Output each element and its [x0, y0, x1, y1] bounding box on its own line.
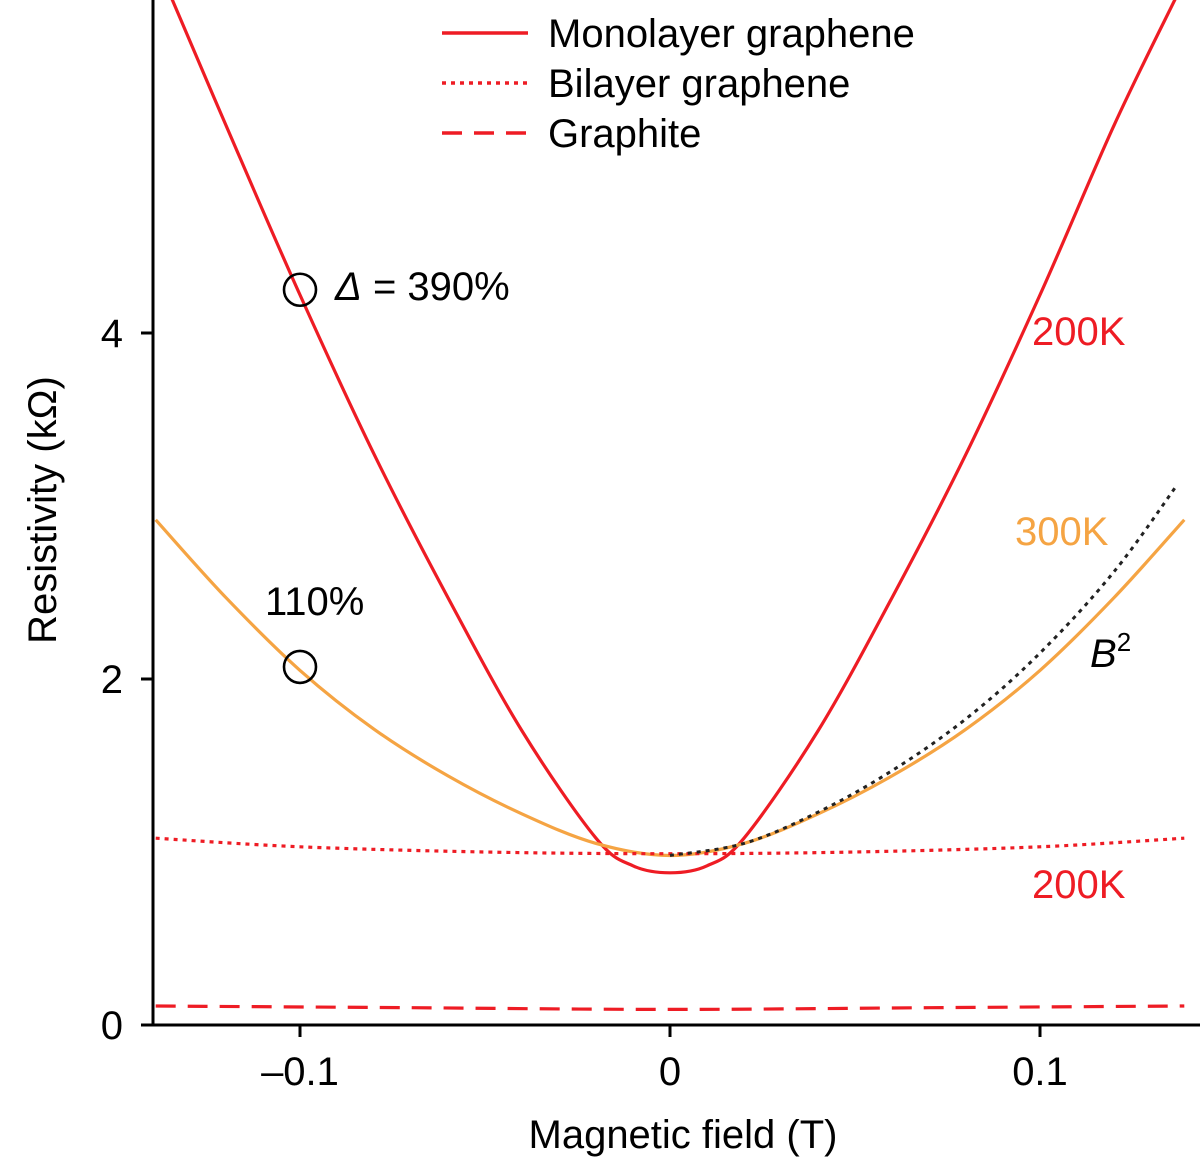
y-axis-title: Resistivity (kΩ)	[21, 376, 65, 644]
y-tick-label: 4	[101, 312, 123, 356]
b2-base: B	[1090, 632, 1117, 676]
annotation-300k: 300K	[1015, 510, 1109, 554]
delta-value: = 390%	[362, 265, 510, 309]
annotation-110-pct: 110%	[265, 580, 364, 624]
x-tick-label: –0.1	[261, 1050, 339, 1094]
circle-marker-1	[282, 649, 318, 685]
legend: Monolayer graphene Bilayer graphene Grap…	[442, 12, 915, 156]
annotation-200k-top: 200K	[1032, 310, 1126, 354]
b2-exponent: 2	[1117, 627, 1131, 657]
y-tick-label: 0	[101, 1004, 123, 1048]
legend-label-graphite: Graphite	[548, 112, 701, 156]
line-graphite	[155, 1004, 1185, 1012]
x-axis-title: Magnetic field (T)	[529, 1113, 838, 1157]
y-tick-label: 2	[101, 658, 123, 702]
circle-marker-0	[282, 272, 318, 308]
line-bilayer-200k	[155, 836, 1185, 856]
x-tick-label: 0.1	[1012, 1050, 1068, 1094]
legend-label-monolayer: Monolayer graphene	[548, 12, 915, 56]
delta-symbol: Δ	[334, 265, 362, 309]
annotation-delta-390: Δ = 390%	[334, 265, 510, 309]
annotation-200k-bottom: 200K	[1032, 863, 1126, 907]
annotation-b-squared: B2	[1090, 627, 1131, 676]
line-monolayer-300k	[154, 518, 1186, 858]
legend-label-bilayer: Bilayer graphene	[548, 62, 850, 106]
x-tick-label: 0	[659, 1050, 681, 1094]
line-b2-fit	[669, 484, 1179, 857]
line-monolayer-200k	[170, 0, 1177, 875]
